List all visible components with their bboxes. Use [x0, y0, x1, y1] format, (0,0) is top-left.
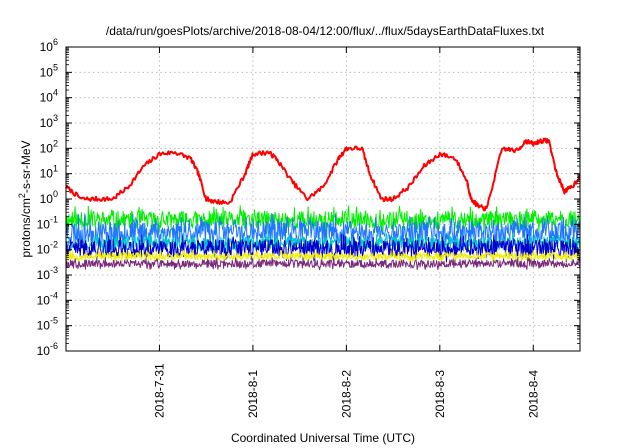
x-tick-label: 2018-8-1 — [246, 370, 260, 418]
y-tick-exponent: -1 — [50, 214, 58, 224]
y-tick-exponent: -5 — [50, 316, 58, 326]
x-tick-label: 2018-8-2 — [339, 370, 353, 418]
y-tick-mantissa: 10 — [40, 141, 54, 155]
y-tick-label: 10-6 — [37, 341, 58, 358]
y-tick-mantissa: 10 — [40, 91, 54, 105]
y-tick-label: 101 — [40, 164, 58, 181]
y-tick-label: 106 — [40, 37, 58, 54]
y-axis-label: protons/cm2-s-sr-MeV — [17, 140, 33, 257]
y-tick-exponent: 5 — [53, 62, 58, 72]
y-tick-label: 103 — [40, 113, 58, 130]
y-tick-label: 105 — [40, 62, 58, 79]
y-axis-label-base: protons/cm — [19, 198, 33, 257]
y-tick-mantissa: 10 — [40, 116, 54, 130]
y-tick-mantissa: 10 — [37, 243, 51, 257]
y-tick-exponent: 6 — [53, 37, 58, 47]
y-tick-label: 104 — [40, 88, 58, 105]
y-tick-label: 10-3 — [37, 265, 58, 282]
x-tick-label: 2018-8-3 — [433, 370, 447, 418]
y-tick-exponent: -3 — [50, 265, 58, 275]
x-tick-label: 2018-8-4 — [526, 370, 540, 418]
series-line-1 — [65, 137, 581, 212]
y-tick-exponent: 2 — [53, 138, 58, 148]
series-line-7 — [65, 257, 581, 271]
y-tick-mantissa: 10 — [37, 268, 51, 282]
y-tick-label: 10-2 — [37, 240, 58, 257]
y-tick-exponent: -6 — [50, 341, 58, 351]
y-tick-exponent: -2 — [50, 240, 58, 250]
y-tick-mantissa: 10 — [40, 192, 54, 206]
chart-title: /data/run/goesPlots/archive/2018-08-04/1… — [106, 24, 545, 38]
y-tick-label: 102 — [40, 138, 58, 155]
series-layer — [65, 137, 581, 271]
y-tick-mantissa: 10 — [37, 217, 51, 231]
y-tick-mantissa: 10 — [40, 167, 54, 181]
grid — [66, 47, 580, 351]
y-axis-label-superscript: 2 — [17, 193, 27, 198]
y-tick-exponent: 4 — [53, 88, 58, 98]
y-tick-exponent: -4 — [50, 290, 58, 300]
y-tick-exponent: 1 — [53, 164, 58, 174]
y-tick-label: 10-4 — [37, 290, 58, 307]
y-axis-label-rest: -s-sr-MeV — [19, 140, 33, 193]
ticks: 10-610-510-410-310-210-11001011021031041… — [37, 37, 580, 418]
y-tick-mantissa: 10 — [37, 319, 51, 333]
y-tick-label: 10-1 — [37, 214, 58, 231]
y-tick-label: 10-5 — [37, 316, 58, 333]
y-tick-mantissa: 10 — [40, 65, 54, 79]
y-tick-mantissa: 10 — [37, 344, 51, 358]
y-tick-mantissa: 10 — [40, 40, 54, 54]
x-tick-label: 2018-7-31 — [152, 363, 166, 418]
y-tick-exponent: 0 — [53, 189, 58, 199]
x-axis-label: Coordinated Universal Time (UTC) — [231, 431, 415, 445]
y-tick-label: 100 — [40, 189, 58, 206]
y-tick-exponent: 3 — [53, 113, 58, 123]
y-tick-mantissa: 10 — [37, 293, 51, 307]
